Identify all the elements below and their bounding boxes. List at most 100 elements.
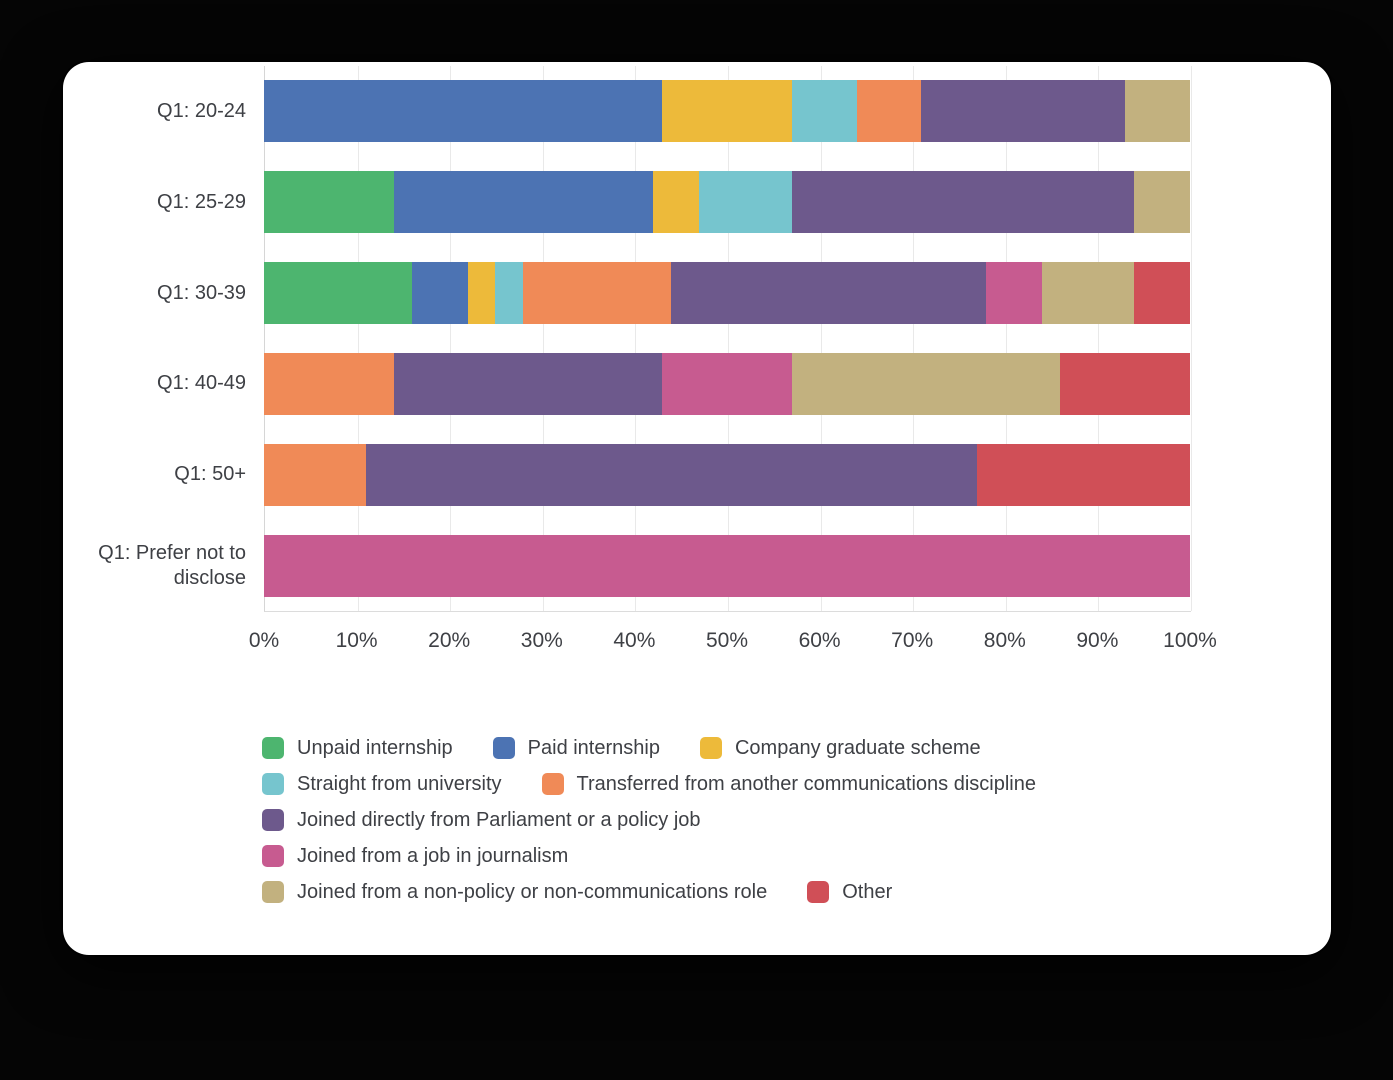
bar-segment xyxy=(495,262,524,325)
legend-label: Company graduate scheme xyxy=(734,736,981,759)
legend-label: Paid internship xyxy=(527,736,660,759)
y-axis-label: Q1: 40-49 xyxy=(157,372,246,395)
y-axis-label: Q1: 25-29 xyxy=(157,190,246,213)
gridline xyxy=(728,66,729,611)
legend-swatch xyxy=(262,845,284,867)
x-axis-tick-label: 70% xyxy=(891,629,934,652)
bar-segment xyxy=(662,80,792,143)
bar-segment xyxy=(1041,262,1135,325)
bar-segment xyxy=(264,534,1190,597)
bar-segment xyxy=(264,443,366,506)
gridline xyxy=(1005,66,1007,611)
bar-segment xyxy=(699,171,792,234)
legend-label: Unpaid internship xyxy=(297,736,453,759)
legend-label: Transferred from another communications … xyxy=(576,772,1036,795)
x-axis-tick-label: 20% xyxy=(428,629,471,652)
stacked-bar xyxy=(264,443,1190,506)
bar-segment xyxy=(1060,352,1190,415)
stacked-bar xyxy=(264,352,1190,415)
legend: Unpaid internship Paid internship Company … xyxy=(262,730,1222,910)
bar-segment xyxy=(652,171,700,234)
legend-label: Straight from university xyxy=(297,772,502,795)
bar-row: Q1: 25-29 xyxy=(63,171,1190,234)
x-axis-tick-label: 100% xyxy=(1163,629,1217,652)
x-axis-tick-label: 50% xyxy=(705,629,749,652)
bar-segment xyxy=(412,262,468,325)
x-axis-tick-label: 30% xyxy=(520,629,563,652)
bar-segment xyxy=(986,262,1042,325)
bar-segment xyxy=(662,352,792,415)
y-axis-label: Q1: 50+ xyxy=(174,463,246,486)
bar-segment xyxy=(264,352,394,415)
gridline xyxy=(635,66,637,611)
bar-segment xyxy=(264,262,413,325)
gridlines xyxy=(264,66,1192,612)
x-axis-tick-label: 90% xyxy=(1076,629,1119,652)
gridline xyxy=(542,66,544,611)
x-axis-tick-label: 60% xyxy=(798,629,841,652)
bar-segment xyxy=(977,443,1190,506)
bar-row: Q1: Prefer not to disclose xyxy=(63,534,1190,597)
legend-label: Other xyxy=(842,880,893,903)
bar-row: Q1: 50+ xyxy=(63,443,1190,506)
bar-segment xyxy=(791,171,1135,234)
x-axis-tick-label: 80% xyxy=(983,629,1026,652)
legend-label: Joined from a job in journalism xyxy=(297,844,569,867)
legend-swatch xyxy=(262,773,284,795)
bar-segment xyxy=(467,262,496,325)
bar-segment xyxy=(1134,171,1190,234)
legend-row: Joined from a job in journalism xyxy=(262,838,1222,874)
gridline xyxy=(1098,66,1100,611)
y-axis-label: Q1: 20-24 xyxy=(157,99,246,122)
legend-item: Joined from a non-policy or non-communic… xyxy=(262,881,767,904)
legend-row: Straight from university Transferred from… xyxy=(262,766,1222,802)
stacked-bar xyxy=(264,171,1190,234)
bar-row: Q1: 20-24 xyxy=(63,80,1190,143)
bar-segment xyxy=(1125,80,1190,143)
legend-item: Transferred from another communications … xyxy=(541,772,1036,796)
legend-swatch xyxy=(262,809,284,831)
y-axis-label: Q1: 30-39 xyxy=(157,281,246,304)
chart-rows: Q1: 20-24 Q1: 25-29 Q1: 30-39 Q1: 40-49 Q1: … xyxy=(63,66,1190,611)
legend-item: Straight from university xyxy=(262,773,502,796)
bar-segment xyxy=(264,80,663,143)
legend-item: Unpaid internship xyxy=(262,737,453,760)
legend-label: Joined from a non-policy or non-communic… xyxy=(297,880,768,903)
bar-segment xyxy=(791,352,1061,415)
legend-row: Unpaid internship Paid internship Company … xyxy=(262,730,1222,766)
x-axis-tick-label: 40% xyxy=(613,629,656,652)
legend-row: Joined directly from Parliament or a pol… xyxy=(262,802,1222,838)
bar-segment xyxy=(365,443,978,506)
legend-item: Paid internship xyxy=(492,736,660,760)
gridline xyxy=(820,66,822,611)
bar-row: Q1: 30-39 xyxy=(63,262,1190,325)
legend-swatch xyxy=(699,737,722,759)
legend-swatch xyxy=(541,773,564,795)
x-axis-tick-label: 10% xyxy=(335,629,378,652)
bar-segment xyxy=(856,80,922,143)
legend-item: Other xyxy=(807,881,892,904)
bar-segment xyxy=(264,171,394,234)
stacked-bar xyxy=(264,534,1190,597)
legend-row: Joined from a non-policy or non-communic… xyxy=(262,874,1222,910)
bar-segment xyxy=(1134,262,1190,325)
bar-segment xyxy=(791,80,857,143)
bar-row: Q1: 40-49 xyxy=(63,352,1190,415)
gridline xyxy=(357,66,359,611)
gridline xyxy=(1191,66,1192,611)
bar-segment xyxy=(671,262,987,325)
bar-segment xyxy=(393,171,653,234)
chart-card: Q1: 20-24 Q1: 25-29 Q1: 30-39 Q1: 40-49 Q1: … xyxy=(63,62,1331,955)
bar-segment xyxy=(523,262,672,325)
stacked-bar xyxy=(264,262,1190,325)
gridline xyxy=(913,66,915,611)
legend-item: Joined from a job in journalism xyxy=(262,845,568,868)
legend-swatch xyxy=(262,881,284,903)
stacked-bar-chart: Q1: 20-24 Q1: 25-29 Q1: 30-39 Q1: 40-49 Q1: … xyxy=(63,66,1331,686)
x-axis: 0% 10% 20% 30% 40% 50% 60% 70% 80% 90% 100% xyxy=(249,629,1217,659)
legend-label: Joined directly from Parliament or a pol… xyxy=(297,808,701,831)
legend-item: Company graduate scheme xyxy=(699,736,981,760)
legend-swatch xyxy=(492,737,515,759)
legend-item: Joined directly from Parliament or a pol… xyxy=(262,809,701,832)
y-axis-label: Q1: Prefer not to disclose xyxy=(98,541,246,589)
